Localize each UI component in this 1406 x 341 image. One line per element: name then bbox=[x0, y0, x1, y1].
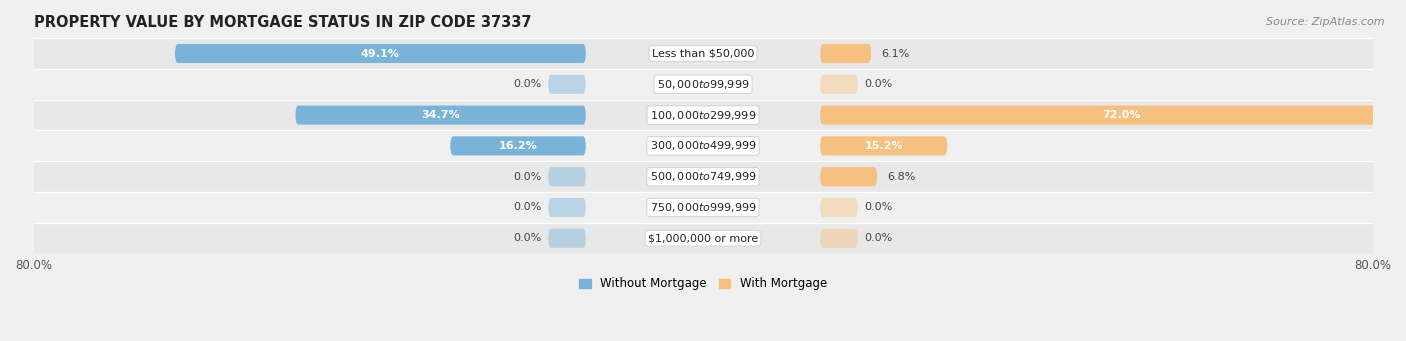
Text: 16.2%: 16.2% bbox=[499, 141, 537, 151]
Text: $750,000 to $999,999: $750,000 to $999,999 bbox=[650, 201, 756, 214]
Bar bbox=[34, 223, 1372, 254]
Bar bbox=[34, 100, 1372, 131]
Bar bbox=[34, 38, 1372, 69]
Text: 0.0%: 0.0% bbox=[513, 233, 541, 243]
Text: 15.2%: 15.2% bbox=[865, 141, 903, 151]
FancyBboxPatch shape bbox=[820, 229, 858, 248]
FancyBboxPatch shape bbox=[820, 136, 948, 155]
FancyBboxPatch shape bbox=[820, 75, 858, 94]
Text: $50,000 to $99,999: $50,000 to $99,999 bbox=[657, 78, 749, 91]
Text: $100,000 to $299,999: $100,000 to $299,999 bbox=[650, 108, 756, 122]
Text: $500,000 to $749,999: $500,000 to $749,999 bbox=[650, 170, 756, 183]
FancyBboxPatch shape bbox=[820, 106, 1406, 125]
FancyBboxPatch shape bbox=[820, 44, 872, 63]
FancyBboxPatch shape bbox=[548, 167, 586, 186]
FancyBboxPatch shape bbox=[820, 198, 858, 217]
Text: 49.1%: 49.1% bbox=[361, 48, 399, 59]
FancyBboxPatch shape bbox=[450, 136, 586, 155]
Bar bbox=[34, 161, 1372, 192]
Text: 0.0%: 0.0% bbox=[513, 203, 541, 212]
Text: 6.8%: 6.8% bbox=[887, 172, 915, 182]
FancyBboxPatch shape bbox=[295, 106, 586, 125]
FancyBboxPatch shape bbox=[548, 75, 586, 94]
Bar bbox=[34, 192, 1372, 223]
FancyBboxPatch shape bbox=[820, 167, 877, 186]
Text: 72.0%: 72.0% bbox=[1102, 110, 1140, 120]
FancyBboxPatch shape bbox=[548, 229, 586, 248]
Text: 0.0%: 0.0% bbox=[865, 233, 893, 243]
FancyBboxPatch shape bbox=[548, 198, 586, 217]
Text: Less than $50,000: Less than $50,000 bbox=[652, 48, 754, 59]
Legend: Without Mortgage, With Mortgage: Without Mortgage, With Mortgage bbox=[574, 273, 832, 295]
Text: $1,000,000 or more: $1,000,000 or more bbox=[648, 233, 758, 243]
Text: 0.0%: 0.0% bbox=[513, 79, 541, 89]
FancyBboxPatch shape bbox=[174, 44, 586, 63]
Bar bbox=[34, 69, 1372, 100]
Text: 34.7%: 34.7% bbox=[422, 110, 460, 120]
Text: 6.1%: 6.1% bbox=[882, 48, 910, 59]
Text: $300,000 to $499,999: $300,000 to $499,999 bbox=[650, 139, 756, 152]
Text: Source: ZipAtlas.com: Source: ZipAtlas.com bbox=[1267, 17, 1385, 27]
Text: PROPERTY VALUE BY MORTGAGE STATUS IN ZIP CODE 37337: PROPERTY VALUE BY MORTGAGE STATUS IN ZIP… bbox=[34, 15, 531, 30]
Bar bbox=[34, 131, 1372, 161]
Text: 0.0%: 0.0% bbox=[865, 79, 893, 89]
Text: 0.0%: 0.0% bbox=[865, 203, 893, 212]
Text: 0.0%: 0.0% bbox=[513, 172, 541, 182]
